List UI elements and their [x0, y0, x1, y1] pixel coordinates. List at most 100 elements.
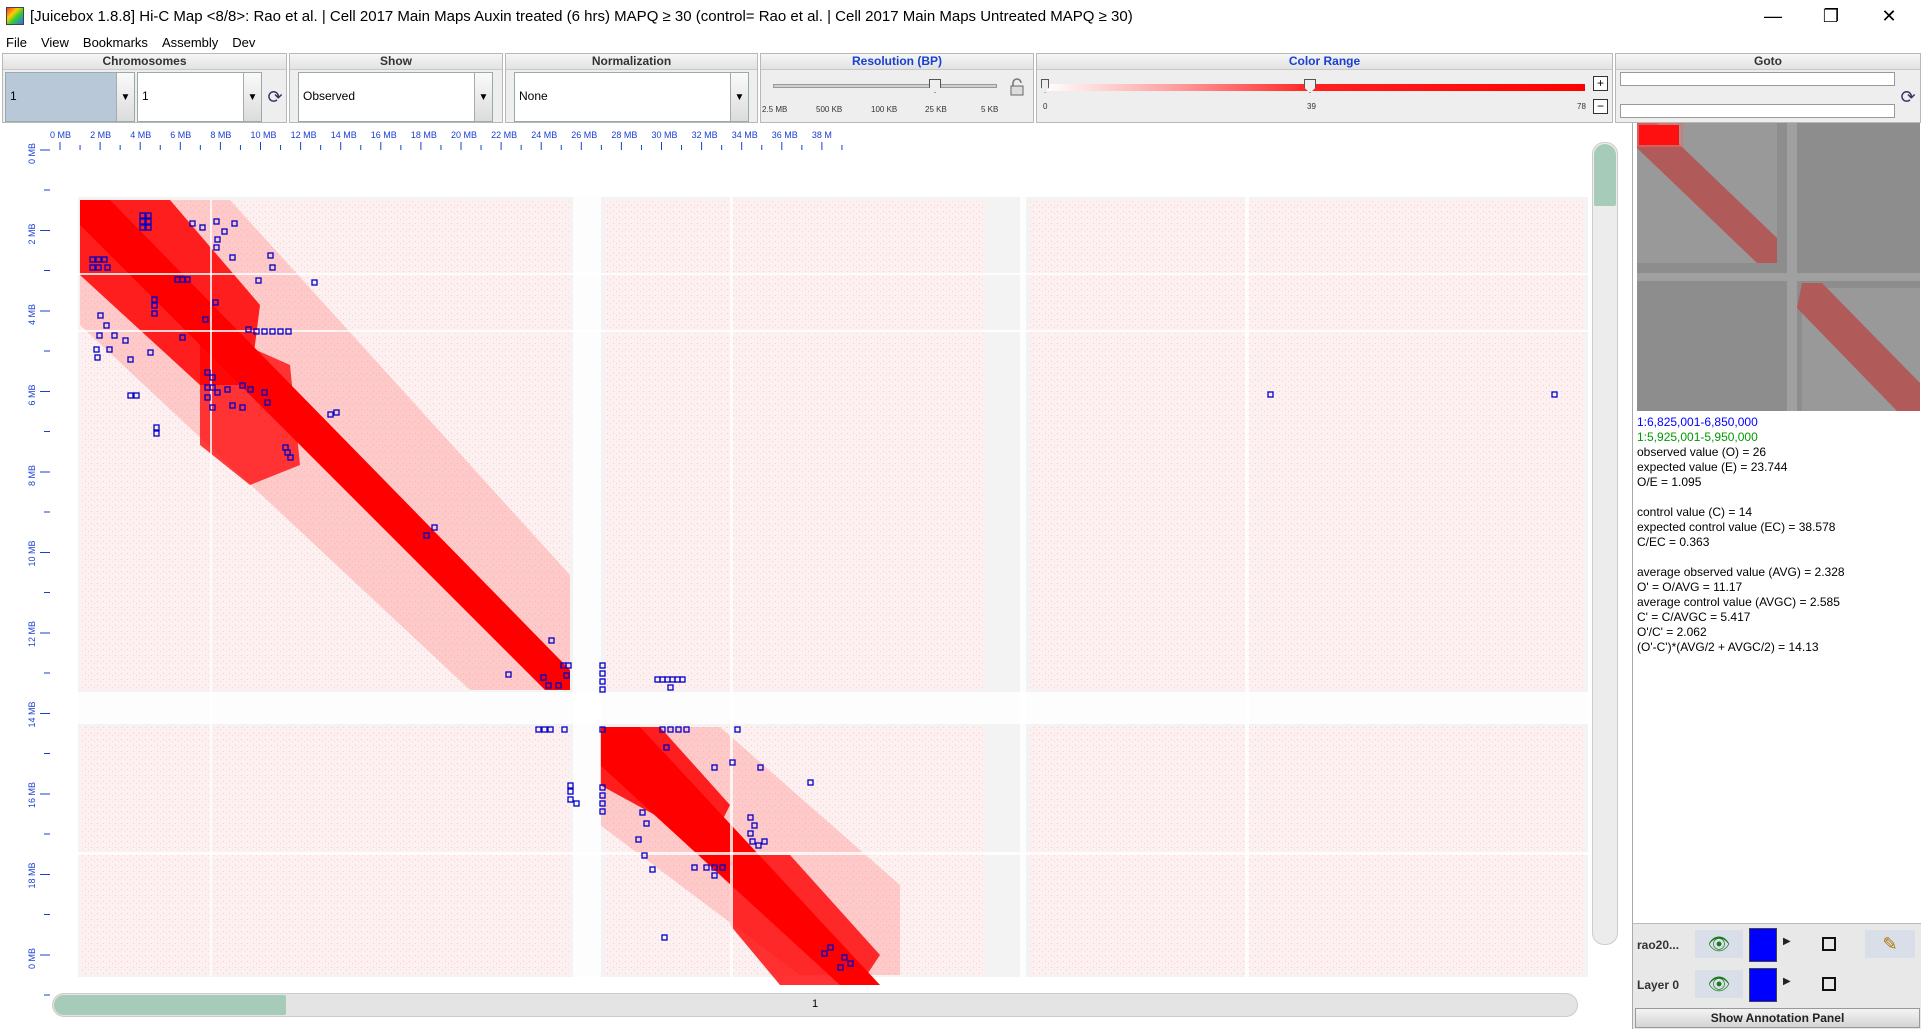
- loop-annotation[interactable]: [111, 332, 118, 339]
- maximize-button[interactable]: ❐: [1822, 5, 1840, 26]
- display-mode-select[interactable]: Observed ▼: [298, 72, 493, 122]
- loop-annotation[interactable]: [204, 394, 211, 401]
- eye-icon[interactable]: 👁: [1695, 970, 1743, 998]
- goto-field-2[interactable]: [1620, 104, 1895, 118]
- loop-annotation[interactable]: [93, 346, 100, 353]
- loop-annotation[interactable]: [751, 822, 758, 829]
- loop-annotation[interactable]: [151, 310, 158, 317]
- minimize-button[interactable]: —: [1764, 5, 1782, 26]
- loop-annotation[interactable]: [719, 864, 726, 871]
- loop-annotation[interactable]: [555, 682, 562, 689]
- loop-annotation[interactable]: [423, 532, 430, 539]
- loop-annotation[interactable]: [649, 866, 656, 873]
- loop-annotation[interactable]: [224, 386, 231, 393]
- loop-annotation[interactable]: [540, 674, 547, 681]
- vertical-scrollbar[interactable]: [1592, 142, 1618, 945]
- loop-annotation[interactable]: [145, 218, 152, 225]
- loop-annotation[interactable]: [641, 852, 648, 859]
- loop-annotation[interactable]: [239, 404, 246, 411]
- loop-annotation[interactable]: [189, 220, 196, 227]
- loop-annotation[interactable]: [139, 218, 146, 225]
- loop-annotation[interactable]: [599, 800, 606, 807]
- loop-annotation[interactable]: [711, 872, 718, 879]
- loop-annotation[interactable]: [213, 244, 220, 251]
- square-icon[interactable]: [1805, 970, 1853, 998]
- loop-annotation[interactable]: [184, 276, 191, 283]
- loop-annotation[interactable]: [599, 792, 606, 799]
- loop-annotation[interactable]: [679, 676, 686, 683]
- loop-annotation[interactable]: [97, 312, 104, 319]
- loop-annotation[interactable]: [711, 864, 718, 871]
- eye-icon[interactable]: 👁: [1695, 930, 1743, 958]
- loop-annotation[interactable]: [327, 411, 334, 418]
- loop-annotation[interactable]: [267, 252, 274, 259]
- loop-annotation[interactable]: [761, 838, 768, 845]
- loop-annotation[interactable]: [311, 279, 318, 286]
- horizontal-scrollbar-thumb[interactable]: [54, 995, 286, 1015]
- loop-annotation[interactable]: [153, 430, 160, 437]
- loop-annotation[interactable]: [103, 322, 110, 329]
- loop-annotation[interactable]: [565, 662, 572, 669]
- loop-annotation[interactable]: [269, 328, 276, 335]
- loop-annotation[interactable]: [122, 337, 129, 344]
- loop-annotation[interactable]: [139, 212, 146, 219]
- loop-annotation[interactable]: [599, 808, 606, 815]
- layer-color-swatch[interactable]: [1749, 968, 1777, 1002]
- show-annotation-panel-button[interactable]: Show Annotation Panel: [1635, 1008, 1920, 1028]
- loop-annotation[interactable]: [261, 328, 268, 335]
- loop-annotation[interactable]: [153, 424, 160, 431]
- loop-annotation[interactable]: [567, 796, 574, 803]
- loop-annotation[interactable]: [747, 814, 754, 821]
- loop-annotation[interactable]: [691, 864, 698, 871]
- loop-annotation[interactable]: [127, 392, 134, 399]
- loop-annotation[interactable]: [133, 392, 140, 399]
- pencil-icon[interactable]: ✎: [1865, 930, 1915, 958]
- loop-annotation[interactable]: [847, 960, 854, 967]
- chevron-right-icon[interactable]: ▶: [1783, 936, 1791, 947]
- loop-annotation[interactable]: [547, 726, 554, 733]
- loop-annotation[interactable]: [229, 254, 236, 261]
- loop-annotation[interactable]: [209, 374, 216, 381]
- loop-annotation[interactable]: [703, 864, 710, 871]
- loop-annotation[interactable]: [667, 726, 674, 733]
- loop-annotation[interactable]: [599, 726, 606, 733]
- loop-annotation[interactable]: [139, 224, 146, 231]
- loop-annotation[interactable]: [561, 726, 568, 733]
- loop-annotation[interactable]: [261, 389, 268, 396]
- vertical-scrollbar-thumb[interactable]: [1594, 144, 1616, 206]
- loop-annotation[interactable]: [661, 934, 668, 941]
- loop-annotation[interactable]: [841, 954, 848, 961]
- loop-annotation[interactable]: [94, 354, 101, 361]
- loop-annotation[interactable]: [277, 328, 284, 335]
- heatmap-canvas[interactable]: 0 MB 2 MB 4 MB 6 MB 8 MB 10 MB 12 MB 14 MB 16 MB…: [0, 125, 1630, 1029]
- loop-annotation[interactable]: [212, 299, 219, 306]
- menu-assembly[interactable]: Assembly: [161, 34, 219, 50]
- loop-annotation[interactable]: [269, 264, 276, 271]
- loop-annotation[interactable]: [749, 838, 756, 845]
- loop-annotation[interactable]: [837, 964, 844, 971]
- layer-color-swatch[interactable]: [1749, 928, 1777, 962]
- loop-annotation[interactable]: [151, 302, 158, 309]
- loop-annotation[interactable]: [147, 349, 154, 356]
- loop-annotation[interactable]: [229, 402, 236, 409]
- color-range-minus-button[interactable]: −: [1593, 99, 1608, 114]
- loop-annotation[interactable]: [202, 316, 209, 323]
- chevron-right-icon[interactable]: ▶: [1783, 976, 1791, 987]
- color-range-plus-button[interactable]: +: [1593, 76, 1608, 91]
- loop-annotation[interactable]: [1267, 391, 1274, 398]
- lock-icon[interactable]: [1009, 78, 1025, 96]
- heatmap-view[interactable]: 0 MB 2 MB 4 MB 6 MB 8 MB 10 MB 12 MB 14 MB 16 MB…: [0, 125, 1630, 1029]
- loop-annotation[interactable]: [127, 356, 134, 363]
- loop-annotation[interactable]: [1551, 391, 1558, 398]
- loop-annotation[interactable]: [599, 670, 606, 677]
- loop-annotation[interactable]: [639, 809, 646, 816]
- loop-annotation[interactable]: [247, 386, 254, 393]
- square-icon[interactable]: [1805, 930, 1853, 958]
- loop-annotation[interactable]: [264, 399, 271, 406]
- loop-annotation[interactable]: [729, 759, 736, 766]
- loop-annotation[interactable]: [599, 678, 606, 685]
- loop-annotation[interactable]: [757, 764, 764, 771]
- loop-annotation[interactable]: [151, 296, 158, 303]
- loop-annotation[interactable]: [734, 726, 741, 733]
- loop-annotation[interactable]: [145, 224, 152, 231]
